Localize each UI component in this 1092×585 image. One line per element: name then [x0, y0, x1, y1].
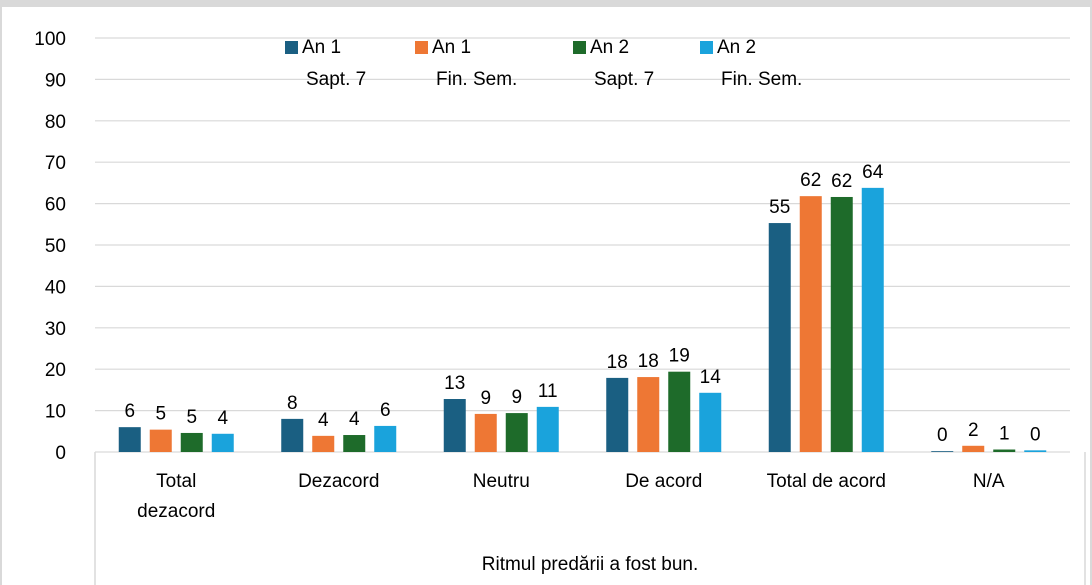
legend-label: An 2 Sapt. 7	[590, 37, 655, 90]
y-tick-label: 90	[45, 70, 66, 91]
x-axis-label: Ritmul predării a fost bun.	[481, 554, 699, 575]
bar	[1024, 450, 1047, 452]
data-label: 1	[999, 424, 1010, 445]
bar	[861, 187, 884, 453]
data-label: 4	[349, 409, 360, 430]
data-label: 5	[155, 404, 166, 425]
legend-swatch	[700, 41, 713, 54]
data-label: 6	[124, 401, 135, 422]
data-label: 4	[217, 408, 228, 429]
legend-swatch	[573, 41, 586, 54]
bar	[962, 445, 985, 452]
data-label: 18	[638, 351, 659, 372]
data-label: 18	[607, 352, 628, 373]
bar	[536, 406, 559, 452]
bar	[211, 433, 234, 452]
y-tick-label: 70	[45, 153, 66, 174]
bar	[281, 418, 304, 452]
data-label: 0	[937, 425, 948, 446]
y-tick-label: 30	[45, 319, 66, 340]
bar	[799, 196, 822, 452]
y-tick-label: 10	[45, 402, 66, 423]
bar	[505, 413, 528, 452]
data-label: 11	[538, 381, 558, 402]
bar	[343, 435, 366, 452]
legend-label: An 1 Fin. Sem.	[432, 37, 518, 90]
bar	[149, 429, 172, 452]
bar	[668, 371, 691, 452]
y-tick-label: 20	[45, 360, 66, 381]
bar	[768, 223, 791, 452]
y-tick-label: 80	[45, 112, 66, 133]
y-tick-label: 40	[45, 277, 66, 298]
data-label: 14	[700, 367, 722, 388]
data-label: 4	[318, 410, 329, 431]
bar	[312, 435, 335, 452]
data-label: 9	[511, 387, 522, 408]
bar	[637, 377, 660, 452]
y-tick-label: 100	[34, 29, 66, 50]
data-label: 64	[862, 162, 884, 183]
x-tick-label: N/A	[972, 471, 1005, 492]
top-border	[0, 0, 1092, 7]
legend-label: An 2 Fin. Sem.	[717, 37, 803, 90]
legend-swatch	[415, 41, 428, 54]
bar	[830, 196, 853, 452]
x-tick-label: Dezacord	[298, 471, 380, 492]
data-label: 5	[186, 407, 197, 428]
x-tick-label: Total dezacord	[137, 471, 216, 522]
data-label: 62	[800, 170, 821, 191]
bar	[993, 449, 1016, 452]
bar	[374, 425, 397, 452]
bar	[118, 427, 141, 452]
y-tick-label: 60	[45, 195, 66, 216]
y-tick-label: 0	[55, 443, 66, 464]
x-tick-label: Total de acord	[766, 471, 886, 492]
data-label: 13	[444, 373, 465, 394]
data-label: 2	[968, 420, 979, 441]
x-tick-label: Neutru	[472, 471, 530, 492]
bar	[931, 451, 954, 452]
x-tick-label: De acord	[625, 471, 703, 492]
legend-label: An 1 Sapt. 7	[302, 37, 367, 90]
legend-swatch	[285, 41, 298, 54]
data-label: 55	[769, 197, 790, 218]
bar	[443, 399, 466, 452]
bar	[180, 432, 203, 452]
y-tick-label: 50	[45, 236, 66, 257]
data-label: 9	[480, 388, 491, 409]
data-label: 6	[380, 400, 391, 421]
data-label: 62	[831, 171, 852, 192]
data-label: 8	[287, 393, 298, 414]
bar	[606, 377, 629, 452]
data-label: 0	[1030, 424, 1041, 445]
data-label: 19	[669, 346, 690, 367]
bar	[699, 392, 722, 452]
bar	[474, 413, 497, 452]
